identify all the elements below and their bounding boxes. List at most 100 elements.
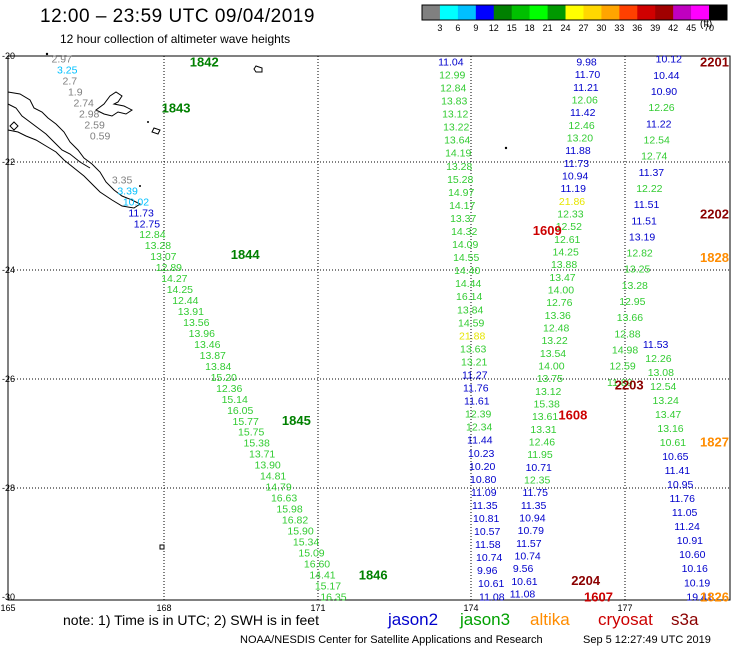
wave-height-value: 10.02 bbox=[123, 196, 149, 208]
wave-height-value: 11.41 bbox=[665, 465, 691, 477]
wave-height-value: 13.16 bbox=[657, 423, 683, 435]
wave-height-value: 13.75 bbox=[537, 373, 563, 385]
legend-altika: altika bbox=[530, 610, 570, 629]
wave-height-value: 10.19 bbox=[684, 577, 710, 589]
wave-height-value: 13.71 bbox=[249, 449, 275, 461]
pass-time-label: 1844 bbox=[231, 247, 261, 262]
wave-height-value: 11.44 bbox=[467, 435, 493, 447]
pass-time-label: 1826 bbox=[700, 589, 729, 604]
colorbar-tick-label: 21 bbox=[543, 23, 553, 33]
wave-height-value: 15.38 bbox=[244, 438, 270, 450]
wave-height-value: 10.90 bbox=[651, 86, 677, 98]
wave-height-value: 12.95 bbox=[619, 296, 645, 308]
wave-height-value: 11.27 bbox=[462, 370, 488, 382]
pass-time-label: 1843 bbox=[162, 101, 191, 116]
wave-height-value: 12.74 bbox=[641, 151, 667, 163]
colorbar-swatch bbox=[637, 5, 656, 20]
wave-height-value: 11.89 bbox=[607, 377, 633, 389]
wave-height-value: 14.44 bbox=[455, 278, 481, 290]
wave-height-value: 13.91 bbox=[178, 306, 204, 318]
wave-height-value: 13.56 bbox=[183, 317, 209, 329]
colorbar-swatch bbox=[655, 5, 674, 20]
x-axis-ticks: 165 168 171 174 177 bbox=[0, 603, 632, 613]
colorbar-swatch bbox=[422, 5, 441, 20]
wave-height-value: 1.9 bbox=[68, 87, 83, 99]
colorbar-tick-label: 3 bbox=[437, 23, 442, 33]
wave-height-value: 10.81 bbox=[473, 513, 499, 525]
wave-height-value: 12.76 bbox=[546, 297, 572, 309]
colorbar-swatch bbox=[511, 5, 530, 20]
colorbar-tick-label: 27 bbox=[578, 23, 588, 33]
wave-height-value: 12.33 bbox=[557, 208, 583, 220]
wave-height-value: 0.59 bbox=[90, 131, 111, 143]
wave-height-value: 15.90 bbox=[287, 525, 313, 537]
wave-height-value: 11.73 bbox=[128, 207, 154, 219]
wave-height-value: 11.37 bbox=[639, 167, 665, 179]
wave-height-value: 11.51 bbox=[634, 199, 660, 211]
wave-height-value: 14.25 bbox=[553, 246, 579, 258]
wave-height-value: 15.09 bbox=[298, 547, 324, 559]
wave-height-value: 21.86 bbox=[559, 196, 585, 208]
colorbar-tick-label: 42 bbox=[668, 23, 678, 33]
legend-s3a: s3a bbox=[671, 610, 699, 629]
pass-time-label: 2204 bbox=[571, 573, 601, 588]
wave-height-value: 13.36 bbox=[545, 310, 571, 322]
legend-cryosat: cryosat bbox=[598, 610, 653, 629]
x-tick-label: 168 bbox=[156, 603, 171, 613]
wave-height-value: 21.88 bbox=[459, 330, 485, 342]
colorbar-swatch bbox=[583, 5, 602, 20]
wave-height-value: 10.71 bbox=[526, 462, 552, 474]
wave-height-value: 10.94 bbox=[519, 513, 545, 525]
wave-height-value: 10.65 bbox=[662, 451, 688, 463]
map-title: 12:00 – 23:59 UTC 09/04/2019 bbox=[40, 6, 315, 27]
wave-height-value: 2.74 bbox=[73, 98, 94, 110]
wave-height-value: 12.34 bbox=[466, 422, 492, 434]
wave-height-value: 15.75 bbox=[238, 427, 264, 439]
footer-note: note: 1) Time is in UTC; 2) SWH is in fe… bbox=[63, 612, 319, 628]
colorbar-swatch bbox=[475, 5, 495, 20]
y-tick-label: -26 bbox=[2, 374, 15, 384]
pass-times: 1842 1843 1844 1845 1846 1609 1608 1607 2201 2202… bbox=[162, 54, 729, 604]
wave-height-value: 13.66 bbox=[617, 312, 643, 324]
wave-height-value: 10.57 bbox=[474, 526, 500, 538]
pass-time-label: 2202 bbox=[700, 206, 729, 221]
colorbar-swatch bbox=[709, 5, 728, 20]
wave-height-value: 12.99 bbox=[439, 69, 465, 81]
wave-height-value: 11.73 bbox=[564, 158, 590, 170]
colorbar: 3 6 9 12 15 18 21 24 27 30 33 36 39 42 45 70 bbox=[421, 4, 728, 33]
wave-height-value: 15.34 bbox=[293, 536, 319, 548]
wave-height-value: 12.48 bbox=[543, 323, 569, 335]
pass-time-label: 1828 bbox=[700, 250, 729, 265]
wave-height-value: 13.31 bbox=[530, 424, 556, 436]
wave-height-value: 11.35 bbox=[472, 500, 498, 512]
wave-height-value: 14.32 bbox=[451, 226, 477, 238]
wave-height-value: 13.84 bbox=[457, 304, 483, 316]
wave-height-value: 12.84 bbox=[139, 229, 165, 241]
wave-height-value: 13.63 bbox=[460, 343, 486, 355]
x-tick-label: 174 bbox=[463, 603, 478, 613]
wave-height-value: 14.00 bbox=[548, 284, 574, 296]
wave-height-value: 12.46 bbox=[529, 437, 555, 449]
pass-time-label: 1607 bbox=[584, 589, 613, 604]
wave-height-value: 12.88 bbox=[614, 328, 640, 340]
y-axis-ticks: -20 -22 -24 -26 -28 -30 bbox=[2, 51, 15, 602]
wave-height-value: 3.39 bbox=[117, 185, 138, 197]
wave-height-value: 14.17 bbox=[449, 200, 475, 212]
x-tick-label: 171 bbox=[310, 603, 325, 613]
wave-height-value: 11.21 bbox=[573, 82, 599, 94]
colorbar-tick-label: 24 bbox=[561, 23, 571, 33]
wave-height-value: 13.90 bbox=[254, 460, 280, 472]
track-e: 11.53 12.26 13.08 12.54 13.24 13.47 13.16 10.61… bbox=[643, 339, 713, 603]
wave-height-value: 12.26 bbox=[648, 102, 674, 114]
wave-height-value: 15.20 bbox=[211, 372, 237, 384]
wave-height-value: 11.61 bbox=[464, 396, 490, 408]
wave-height-value: 13.96 bbox=[189, 328, 215, 340]
wave-height-value: 16.05 bbox=[227, 405, 253, 417]
wave-height-value: 10.44 bbox=[653, 70, 679, 82]
wave-height-value: 12.52 bbox=[556, 221, 582, 233]
pass-time-label: 1846 bbox=[359, 568, 388, 583]
wave-height-value: 10.95 bbox=[667, 479, 693, 491]
footer-timestamp: Sep 5 12:27:49 UTC 2019 bbox=[583, 634, 711, 646]
wave-height-value: 12.75 bbox=[134, 218, 160, 230]
